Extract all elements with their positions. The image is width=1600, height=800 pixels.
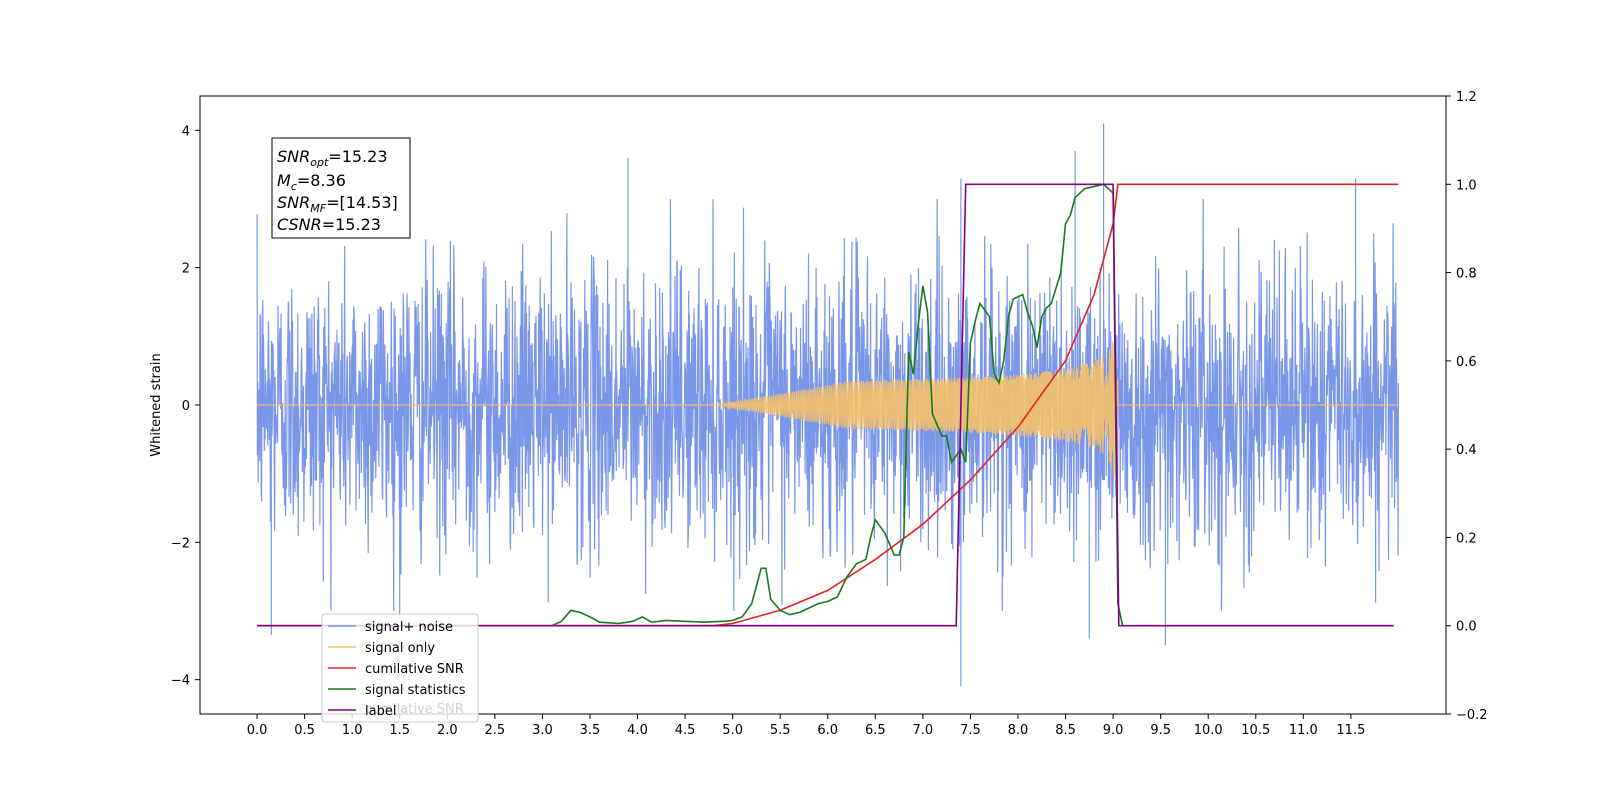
info-snr-opt: SNRopt=15.23 bbox=[277, 147, 388, 169]
info-mc: Mc=8.36 bbox=[277, 171, 346, 193]
info-csnr: CSNR=15.23 bbox=[277, 215, 381, 234]
x-tick-label: 2.0 bbox=[437, 723, 458, 738]
x-tick-label: 10.0 bbox=[1194, 723, 1223, 738]
y-left-tick-label: −4 bbox=[171, 674, 190, 689]
y-right-tick-label: 0.6 bbox=[1456, 355, 1477, 370]
y-right-tick-label: 1.0 bbox=[1456, 178, 1477, 193]
y-left-tick-label: 0 bbox=[182, 399, 190, 414]
x-tick-label: 0.0 bbox=[247, 723, 268, 738]
x-tick-label: 7.5 bbox=[960, 723, 981, 738]
x-tick-label: 1.5 bbox=[389, 723, 410, 738]
y-right-tick-label: 0.4 bbox=[1456, 443, 1477, 458]
series-cumulative-snr bbox=[257, 183, 1399, 627]
x-axis: 0.0 0.5 1.0 1.5 2.0 2.5 3.0 3.5 4.0 4.5 5.0 5.5 6.0 6… bbox=[247, 714, 1365, 738]
y-axis-right: −0.2 0.0 0.2 0.4 0.6 0.8 1.0 1.2 bbox=[1446, 90, 1488, 723]
y-left-tick-label: 2 bbox=[182, 262, 190, 277]
x-tick-label: 5.0 bbox=[722, 723, 743, 738]
legend-entry: cumilative SNR bbox=[365, 662, 464, 677]
info-box: SNRopt=15.23 Mc=8.36 SNRMF=[14.53] CSNR=… bbox=[271, 137, 411, 239]
legend-frame bbox=[321, 613, 479, 723]
legend-entry: signal statistics bbox=[365, 683, 466, 698]
legend-ghost-text: cumilative SNR bbox=[365, 702, 464, 717]
y-right-tick-label: 0.8 bbox=[1456, 267, 1477, 282]
y-axis-left-label: Whitened strain bbox=[149, 353, 164, 456]
x-tick-label: 0.5 bbox=[294, 723, 315, 738]
legend-entry: label bbox=[365, 704, 396, 719]
series-signal-statistics bbox=[551, 183, 1124, 627]
info-snr-mf: SNRMF=[14.53] bbox=[277, 193, 398, 215]
x-tick-label: 6.0 bbox=[817, 723, 838, 738]
legend-entry: signal+ noise bbox=[365, 620, 453, 635]
legend-entry: signal only bbox=[365, 641, 435, 656]
y-right-tick-label: −0.2 bbox=[1456, 708, 1488, 723]
x-tick-label: 2.5 bbox=[485, 723, 506, 738]
y-left-tick-label: −2 bbox=[171, 536, 190, 551]
info-box-frame bbox=[271, 137, 411, 239]
x-tick-label: 10.5 bbox=[1241, 723, 1270, 738]
plot-area bbox=[256, 123, 1399, 687]
x-tick-label: 5.5 bbox=[770, 723, 791, 738]
x-tick-label: 1.0 bbox=[342, 723, 363, 738]
x-tick-label: 3.5 bbox=[580, 723, 601, 738]
y-right-tick-label: 0.0 bbox=[1456, 620, 1477, 635]
x-tick-label: 6.5 bbox=[865, 723, 886, 738]
x-tick-label: 7.0 bbox=[913, 723, 934, 738]
x-tick-label: 11.0 bbox=[1289, 723, 1318, 738]
x-tick-label: 9.5 bbox=[1150, 723, 1171, 738]
legend: cumilative SNR signal+ noise signal only c… bbox=[321, 613, 479, 723]
x-tick-label: 4.0 bbox=[627, 723, 648, 738]
x-tick-label: 9.0 bbox=[1103, 723, 1124, 738]
series-signal-only bbox=[257, 334, 1399, 480]
series-label bbox=[257, 183, 1394, 627]
y-right-tick-label: 1.2 bbox=[1456, 90, 1477, 105]
x-tick-label: 8.0 bbox=[1008, 723, 1029, 738]
x-tick-label: 11.5 bbox=[1336, 723, 1365, 738]
y-right-tick-label: 0.2 bbox=[1456, 531, 1477, 546]
y-axis-left: −4 −2 0 2 4 bbox=[171, 124, 200, 689]
x-tick-label: 3.0 bbox=[532, 723, 553, 738]
x-tick-label: 8.5 bbox=[1055, 723, 1076, 738]
x-tick-label: 4.5 bbox=[675, 723, 696, 738]
series-signal-noise bbox=[256, 123, 1399, 687]
y-left-tick-label: 4 bbox=[182, 124, 190, 139]
